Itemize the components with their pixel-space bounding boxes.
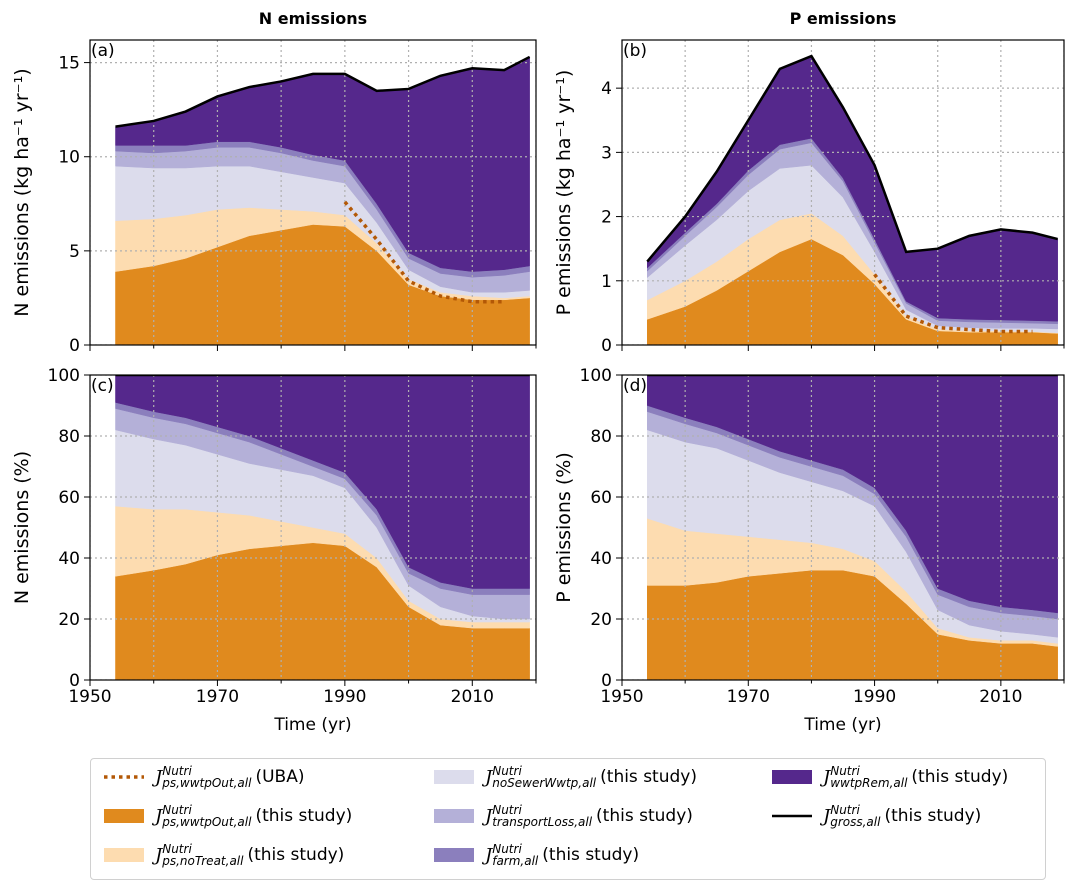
x-tick-label: 1950: [68, 687, 111, 707]
plot-area: [622, 375, 1064, 680]
legend-label: J Nutri noSewerWwtp,all (this study): [485, 764, 697, 790]
legend-swatch: [104, 848, 144, 862]
legend-swatch-fill: [434, 848, 474, 862]
legend-label: J Nutri farm,all (this study): [485, 842, 640, 868]
y-tick-label: 20: [58, 610, 80, 630]
y-tick-label: 15: [58, 54, 80, 74]
y-tick-label: 80: [590, 427, 612, 447]
legend-label: J Nutri gross,all (this study): [823, 803, 982, 829]
plot-area: [622, 40, 1064, 345]
y-tick-label: 0: [69, 336, 80, 356]
x-tick-label: 1950: [600, 687, 643, 707]
axes-frame: [89, 374, 537, 681]
axes-frame: [89, 39, 537, 346]
y-tick-label: 10: [58, 148, 80, 168]
axes-frame: [621, 374, 1065, 681]
y-tick-label: 2: [601, 208, 612, 228]
y-tick-label: 20: [590, 610, 612, 630]
y-tick-label: 3: [601, 143, 612, 163]
y-tick-label: 4: [601, 79, 612, 99]
x-tick-label: 1970: [196, 687, 239, 707]
x-tick-label: 1970: [727, 687, 770, 707]
axes-frame: [621, 39, 1065, 346]
legend-label: J Nutri ps,noTreat,all (this study): [155, 842, 345, 868]
panel-label: (a): [91, 41, 115, 61]
line: [343, 200, 505, 304]
y-axis-label: P emissions (%): [553, 452, 575, 603]
y-tick-label: 100: [48, 366, 80, 386]
legend-item: J Nutri farm,all (this study): [433, 843, 639, 867]
y-axis-label: P emissions (kg ha⁻¹ yr⁻¹): [553, 70, 575, 316]
legend-swatch: [772, 814, 812, 818]
y-tick-label: 40: [590, 549, 612, 569]
legend-label: J Nutri transportLoss,all (this study): [485, 803, 693, 829]
y-tick-label: 80: [58, 427, 80, 447]
y-tick-label: 5: [69, 242, 80, 262]
legend-swatch: [772, 770, 812, 784]
y-tick-label: 60: [590, 488, 612, 508]
legend-item: J Nutri wwtpRem,all (this study): [771, 765, 1008, 789]
panel-label: (c): [91, 376, 114, 396]
legend-swatch-fill: [434, 809, 474, 823]
panel-title: P emissions: [790, 9, 897, 28]
area: [115, 375, 530, 589]
y-tick-label: 60: [58, 488, 80, 508]
legend-swatch: [434, 809, 474, 823]
line: [115, 55, 531, 128]
legend-label: J Nutri wwtpRem,all (this study): [823, 764, 1009, 790]
y-tick-label: 100: [580, 366, 612, 386]
x-axis-label: Time (yr): [803, 715, 881, 735]
legend-item: J Nutri gross,all (this study): [771, 804, 981, 828]
y-tick-label: 0: [601, 671, 612, 691]
legend-item: J Nutri transportLoss,all (this study): [433, 804, 693, 828]
x-tick-label: 2010: [979, 687, 1022, 707]
y-tick-label: 40: [58, 549, 80, 569]
legend-label: J Nutri ps,wwtpOut,all (UBA): [155, 764, 305, 790]
y-axis-label: N emissions (%): [11, 451, 33, 604]
x-tick-label: 2010: [451, 687, 494, 707]
panel-label: (b): [623, 41, 647, 61]
legend-swatch: [434, 848, 474, 862]
x-tick-label: 1990: [853, 687, 896, 707]
y-tick-label: 0: [601, 336, 612, 356]
legend-swatch: [434, 770, 474, 784]
legend: J Nutri ps,wwtpOut,all (UBA) J Nutri ps,wwtpO…: [90, 758, 1046, 880]
panel-title: N emissions: [259, 9, 367, 28]
panel-label: (d): [623, 376, 647, 396]
legend-swatch-fill: [772, 770, 812, 784]
legend-swatch: [104, 809, 144, 823]
legend-item: J Nutri ps,wwtpOut,all (UBA): [103, 765, 304, 789]
y-tick-label: 0: [69, 671, 80, 691]
legend-label: J Nutri ps,wwtpOut,all (this study): [155, 803, 353, 829]
legend-swatch-fill: [104, 809, 144, 823]
plot-area: [90, 375, 536, 680]
y-tick-label: 1: [601, 272, 612, 292]
plot-area: [90, 40, 536, 345]
legend-item: J Nutri noSewerWwtp,all (this study): [433, 765, 697, 789]
legend-item: J Nutri ps,wwtpOut,all (this study): [103, 804, 352, 828]
legend-swatch-fill: [434, 770, 474, 784]
legend-swatch-fill: [104, 848, 144, 862]
area: [647, 375, 1058, 614]
y-axis-label: N emissions (kg ha⁻¹ yr⁻¹): [11, 68, 33, 316]
x-axis-label: Time (yr): [273, 715, 351, 735]
legend-swatch: [104, 775, 144, 779]
x-tick-label: 1990: [323, 687, 366, 707]
legend-item: J Nutri ps,noTreat,all (this study): [103, 843, 344, 867]
line: [646, 54, 1058, 263]
